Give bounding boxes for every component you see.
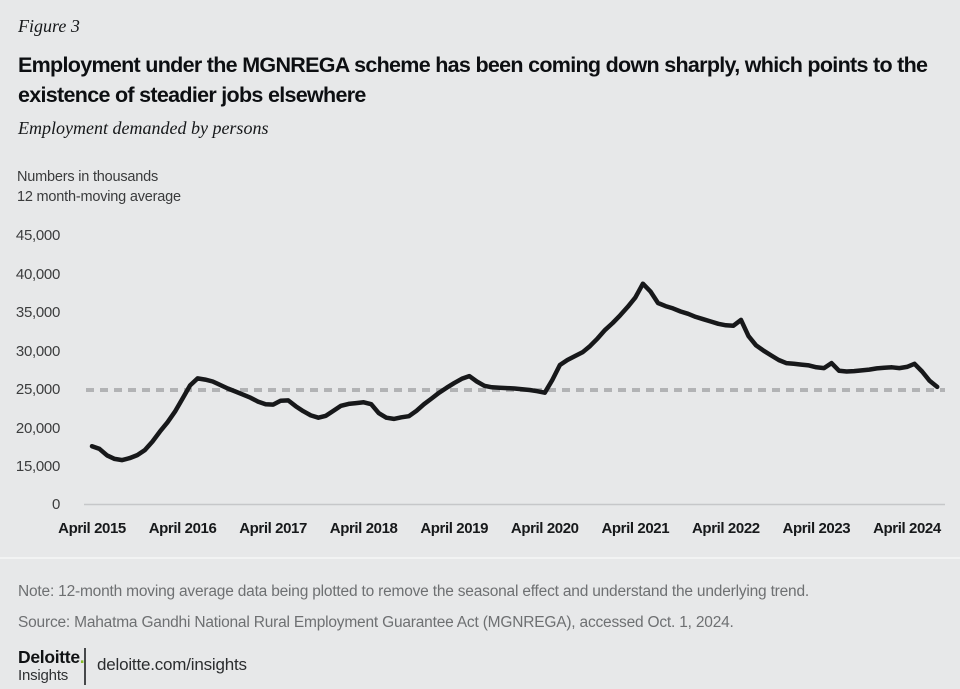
brand-sub-text: Insights	[18, 667, 69, 684]
note-text: Note: 12-month moving average data being…	[18, 583, 810, 600]
brand-green-dot: .	[79, 647, 85, 667]
axis-unit-label: Numbers in thousands 12 month-moving ave…	[17, 167, 181, 207]
deloitte-insights-logo: Deloitte. Insights	[18, 647, 85, 685]
x-tick-label: April 2024	[873, 520, 941, 537]
y-tick-label: 15,000	[15, 458, 60, 475]
axis-unit-line1: Numbers in thousands	[17, 169, 159, 185]
x-tick-label: April 2021	[601, 520, 670, 537]
y-tick-label: 30,000	[15, 342, 60, 360]
footer-url: deloitte.com/insights	[97, 655, 247, 674]
y-tick-label: 40,000	[15, 265, 60, 283]
x-tick-label: April 2020	[510, 520, 579, 537]
chart-title: Employment under the MGNREGA scheme has …	[18, 53, 928, 107]
x-tick-label: April 2016	[148, 520, 217, 537]
y-tick-label: 20,000	[15, 419, 60, 437]
employment-series-line	[89, 281, 940, 463]
x-tick-label: April 2015	[58, 520, 126, 537]
chart-subtitle: Employment demanded by persons	[18, 118, 269, 138]
brand-name-text: Deloitte	[18, 647, 80, 667]
x-tick-label: April 2019	[420, 520, 489, 537]
y-tick-label: 0	[51, 496, 60, 513]
y-tick-label: 35,000	[15, 304, 60, 321]
x-tick-label: April 2017	[239, 520, 307, 537]
source-text: Source: Mahatma Gandhi National Rural Em…	[18, 614, 734, 631]
footer-separator-line	[0, 557, 960, 559]
y-tick-label: 25,000	[15, 381, 60, 398]
x-tick-label: April 2023	[782, 520, 851, 537]
footer-divider	[84, 648, 86, 685]
brand-wordmark: Deloitte.	[18, 647, 85, 667]
axis-unit-line2: 12 month-moving average	[17, 189, 181, 205]
x-tick-label: April 2018	[329, 520, 398, 537]
footer: Deloitte. Insights deloitte.com/insights	[0, 644, 960, 689]
y-tick-label: 45,000	[15, 227, 60, 244]
x-tick-label: April 2022	[692, 520, 760, 537]
figure-label: Figure 3	[18, 16, 80, 36]
